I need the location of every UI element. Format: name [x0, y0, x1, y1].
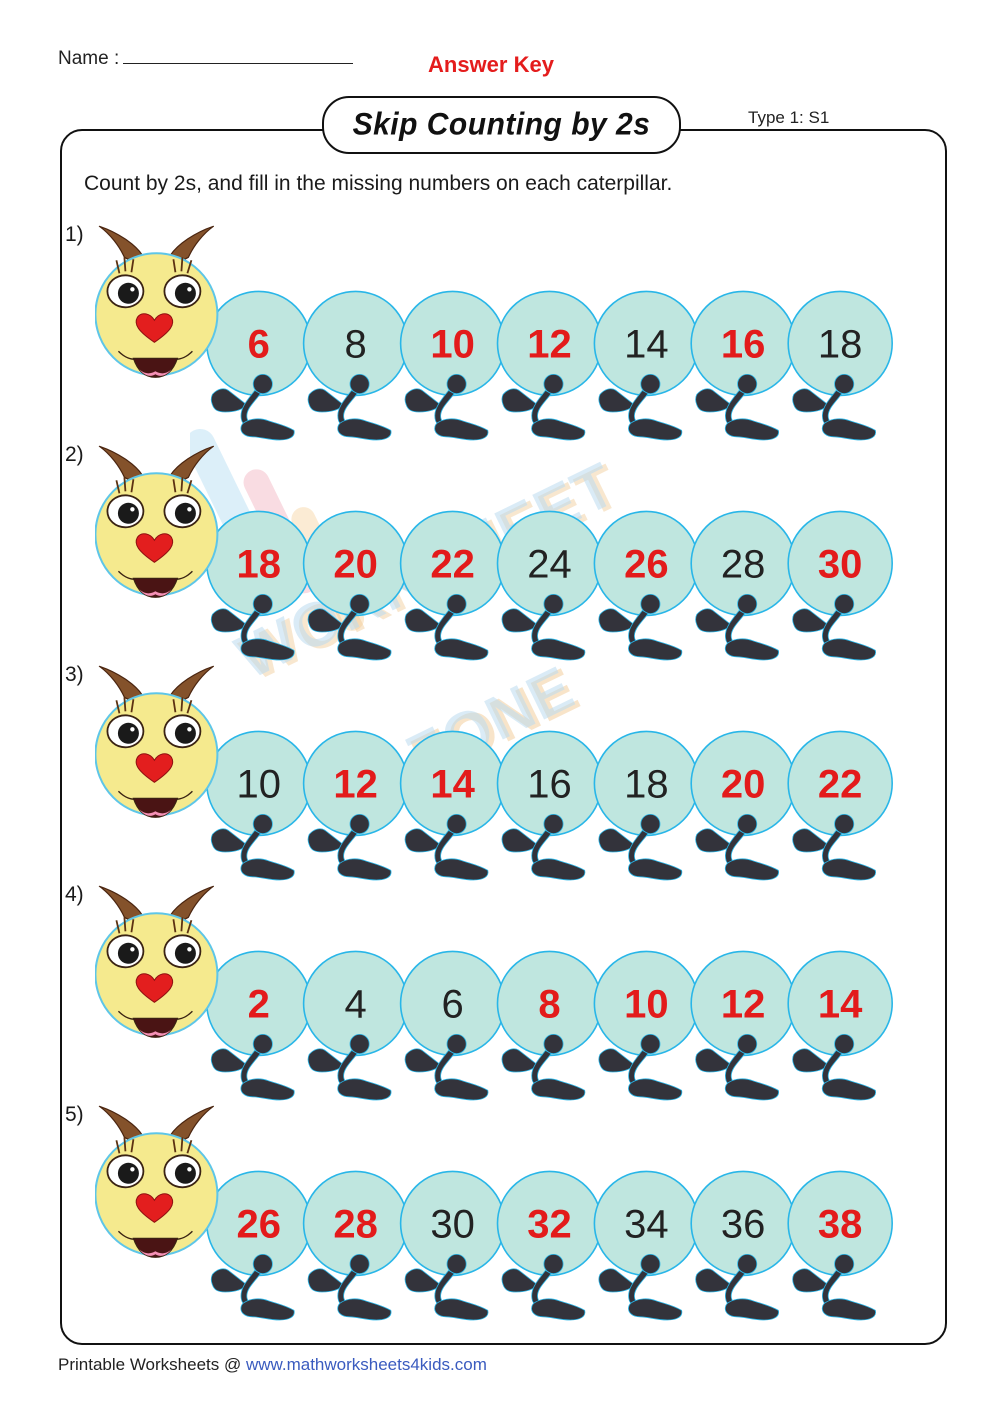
svg-text:18: 18: [818, 322, 862, 366]
svg-text:16: 16: [721, 322, 765, 366]
svg-text:12: 12: [527, 322, 571, 366]
svg-text:18: 18: [624, 762, 668, 806]
svg-text:12: 12: [333, 762, 377, 806]
svg-text:22: 22: [430, 542, 474, 586]
svg-text:24: 24: [527, 542, 571, 586]
svg-text:14: 14: [624, 322, 668, 366]
svg-text:34: 34: [624, 1202, 668, 1246]
svg-text:2: 2: [248, 982, 270, 1026]
svg-text:14: 14: [430, 762, 475, 806]
svg-text:36: 36: [721, 1202, 765, 1246]
svg-text:38: 38: [818, 1202, 862, 1246]
svg-text:8: 8: [538, 982, 560, 1026]
svg-text:10: 10: [430, 322, 474, 366]
svg-text:28: 28: [333, 1202, 377, 1246]
svg-text:26: 26: [237, 1202, 281, 1246]
svg-text:4: 4: [344, 982, 366, 1026]
svg-text:18: 18: [237, 542, 281, 586]
svg-text:28: 28: [721, 542, 765, 586]
svg-text:14: 14: [818, 982, 863, 1026]
svg-text:12: 12: [721, 982, 765, 1026]
svg-text:32: 32: [527, 1202, 571, 1246]
svg-text:10: 10: [237, 762, 281, 806]
svg-text:6: 6: [248, 322, 270, 366]
svg-text:8: 8: [344, 322, 366, 366]
svg-text:30: 30: [430, 1202, 474, 1246]
svg-text:26: 26: [624, 542, 668, 586]
svg-text:10: 10: [624, 982, 668, 1026]
svg-text:20: 20: [333, 542, 377, 586]
svg-text:22: 22: [818, 762, 862, 806]
svg-text:16: 16: [527, 762, 571, 806]
svg-text:30: 30: [818, 542, 862, 586]
svg-text:20: 20: [721, 762, 765, 806]
svg-text:6: 6: [441, 982, 463, 1026]
